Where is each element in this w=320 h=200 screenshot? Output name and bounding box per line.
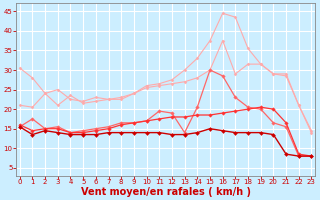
X-axis label: Vent moyen/en rafales ( km/h ): Vent moyen/en rafales ( km/h )	[81, 187, 251, 197]
